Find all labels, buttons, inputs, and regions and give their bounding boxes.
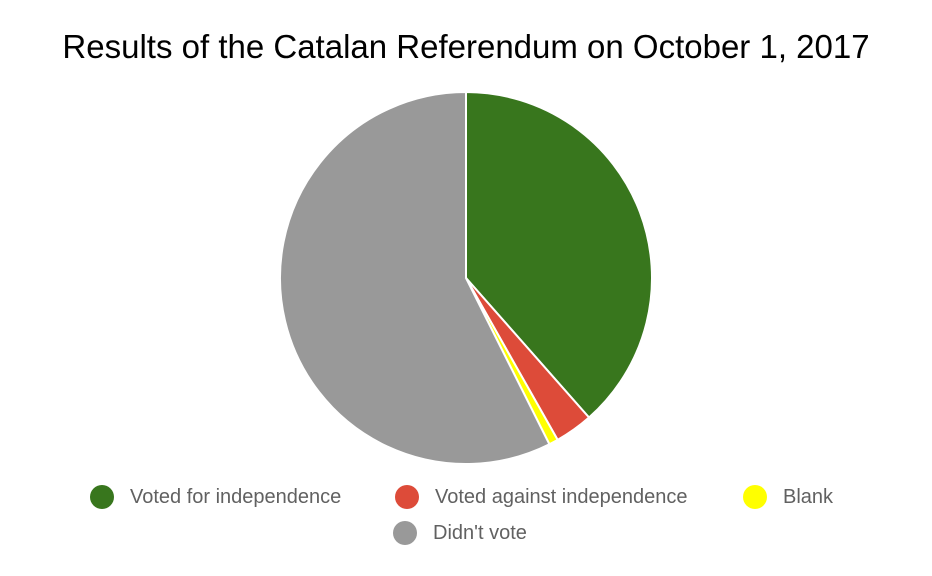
chart-title: Results of the Catalan Referendum on Oct… bbox=[62, 28, 870, 65]
legend-color-dot bbox=[393, 521, 417, 545]
legend-label: Blank bbox=[783, 485, 834, 508]
legend-item-for[interactable]: Voted for independence bbox=[90, 485, 341, 509]
legend-label: Voted for independence bbox=[130, 485, 342, 508]
legend-color-dot bbox=[90, 485, 114, 509]
legend-item-didnt-vote[interactable]: Didn't vote bbox=[393, 521, 527, 545]
pie-slice-didn-t-vote[interactable] bbox=[279, 90, 551, 465]
legend-item-against[interactable]: Voted against independence bbox=[395, 485, 687, 509]
legend-color-dot bbox=[743, 485, 767, 509]
legend-color-dot bbox=[395, 485, 419, 509]
pie-slice-voted-for-independence[interactable] bbox=[465, 90, 653, 419]
legend-item-blank[interactable]: Blank bbox=[743, 485, 833, 509]
legend-label: Voted against independence bbox=[435, 485, 688, 508]
legend-label: Didn't vote bbox=[433, 521, 527, 544]
